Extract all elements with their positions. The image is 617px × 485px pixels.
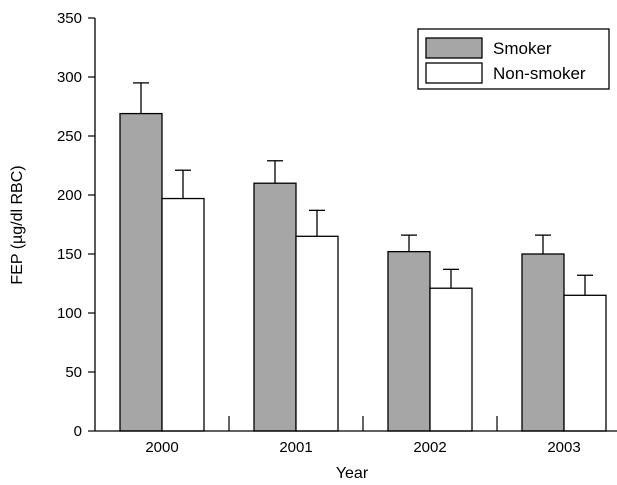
bars-layer <box>119 82 607 432</box>
y-tick-label-200: 200 <box>57 187 82 204</box>
legend: Smoker Non-smoker <box>417 28 610 90</box>
x-tick-label-2002: 2002 <box>413 439 446 456</box>
y-tick-label-250: 250 <box>57 128 82 145</box>
bar-non-smoker-2002 <box>429 287 473 432</box>
y-tick-label-150: 150 <box>57 246 82 263</box>
bar-smoker-2003 <box>521 253 565 432</box>
y-tick-label-50: 50 <box>65 364 82 381</box>
y-tick-label-300: 300 <box>57 69 82 86</box>
legend-swatch-smoker <box>425 37 483 59</box>
y-axis-title: FEP (µg/dl RBC) <box>9 165 26 284</box>
y-ticks: 0 50 100 150 200 250 300 350 <box>57 10 95 440</box>
legend-swatch-non-smoker <box>425 62 483 84</box>
bar-smoker-2001 <box>253 182 297 432</box>
legend-label-non-smoker: Non-smoker <box>493 64 586 83</box>
x-tick-label-2001: 2001 <box>279 439 312 456</box>
bar-non-smoker-2000 <box>161 197 205 432</box>
bar-non-smoker-2003 <box>563 294 607 432</box>
x-axis-title: Year <box>336 465 369 482</box>
y-tick-label-100: 100 <box>57 305 82 322</box>
legend-label-smoker: Smoker <box>493 39 552 58</box>
x-tick-label-2000: 2000 <box>145 439 178 456</box>
axes-layer <box>94 18 617 432</box>
x-tick-label-2003: 2003 <box>547 439 580 456</box>
bar-smoker-2002 <box>387 250 431 432</box>
bar-non-smoker-2001 <box>295 235 339 432</box>
x-ticks: 2000 2001 2002 2003 <box>145 416 581 456</box>
bar-smoker-2000 <box>119 112 163 432</box>
y-tick-label-0: 0 <box>74 423 82 440</box>
y-tick-label-350: 350 <box>57 10 82 27</box>
